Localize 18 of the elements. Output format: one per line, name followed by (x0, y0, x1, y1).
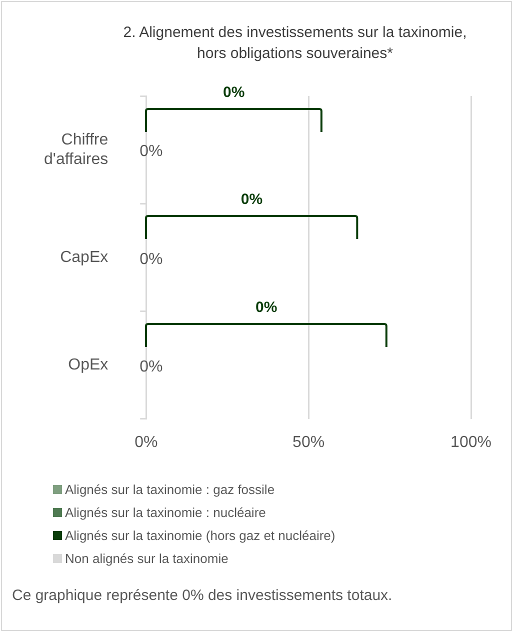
text: Ce graphique représente 0% des investissements totaux. (12, 587, 392, 604)
y-tick-label: OpEx (68, 356, 108, 374)
y-tick-label: Chiffre d'affaires (44, 132, 108, 168)
legend-label: Non alignés sur la taxinomie (65, 551, 228, 566)
data-label: 0% (140, 143, 163, 160)
legend-label: Alignés sur la taxinomie : gaz fossile (65, 482, 275, 497)
legend-label: Alignés sur la taxinomie : nucléaire (65, 505, 266, 520)
annotation: 0% (254, 299, 278, 316)
data-label: 0% (140, 358, 163, 376)
x-tick-label: 0% (134, 434, 158, 451)
annotation: 0% (222, 84, 246, 101)
x-tick-label: 100% (450, 434, 492, 451)
y-tick-label: CapEx (60, 248, 108, 266)
data-label: 0% (140, 250, 163, 268)
chart-title: 2. Alignement des investissements sur la taxinomie, hors obligations souveraines* (122, 23, 468, 64)
legend-label: Alignés sur la taxinomie (hors gaz et nucléaire) (65, 528, 336, 543)
annotation: 0% (240, 191, 264, 208)
x-tick-label: 50% (292, 434, 325, 451)
